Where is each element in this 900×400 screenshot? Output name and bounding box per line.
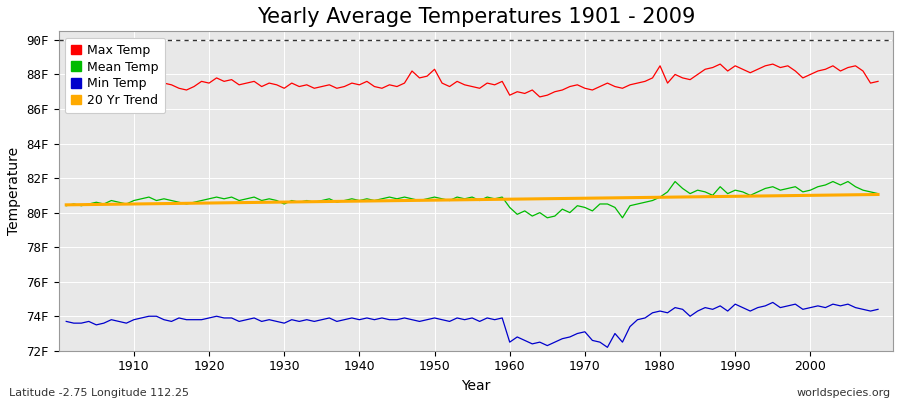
X-axis label: Year: Year (461, 379, 491, 393)
Text: worldspecies.org: worldspecies.org (796, 388, 891, 398)
Legend: Max Temp, Mean Temp, Min Temp, 20 Yr Trend: Max Temp, Mean Temp, Min Temp, 20 Yr Tre… (65, 38, 166, 113)
Title: Yearly Average Temperatures 1901 - 2009: Yearly Average Temperatures 1901 - 2009 (256, 7, 695, 27)
Y-axis label: Temperature: Temperature (7, 147, 21, 235)
Text: Latitude -2.75 Longitude 112.25: Latitude -2.75 Longitude 112.25 (9, 388, 189, 398)
